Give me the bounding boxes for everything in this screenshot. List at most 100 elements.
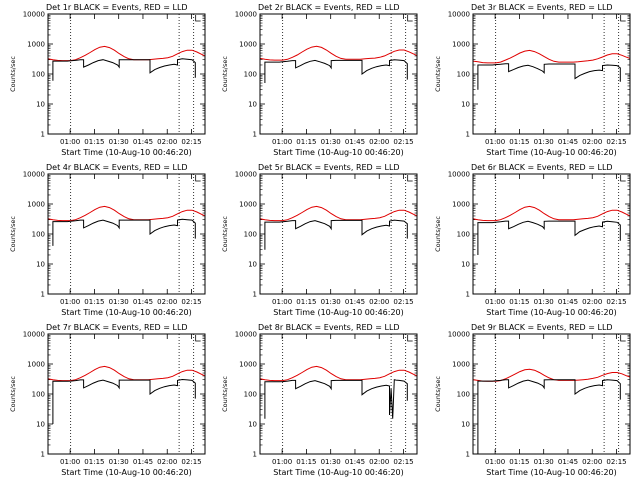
x-tick-label: 02:00	[369, 138, 389, 146]
y-tick-label: 10	[36, 261, 45, 269]
plot-frame	[47, 333, 206, 455]
series-line-events	[477, 379, 621, 454]
x-tick-label: 02:15	[181, 298, 201, 306]
panel-det-2: Det 2r BLACK = Events, RED = LLD Counts/s…	[221, 3, 418, 157]
series-line-events	[264, 59, 408, 83]
x-tick-label: 01:15	[296, 298, 316, 306]
panel-title: Det 8r BLACK = Events, RED = LLD	[258, 323, 400, 332]
plot-frame	[259, 13, 418, 135]
x-axis-label: Start Time (10-Aug-10 00:46:20)	[486, 308, 617, 317]
panel-title: Det 4r BLACK = Events, RED = LLD	[46, 163, 188, 172]
y-tick-label: 100	[32, 71, 45, 79]
panel-det-6: Det 6r BLACK = Events, RED = LLD Counts/s…	[434, 163, 631, 317]
panel-det-5: Det 5r BLACK = Events, RED = LLD Counts/s…	[221, 163, 418, 317]
x-axis-label: Start Time (10-Aug-10 00:46:20)	[61, 148, 192, 157]
panel-title: Det 6r BLACK = Events, RED = LLD	[471, 163, 613, 172]
y-tick-label: 1	[253, 291, 257, 299]
x-tick-label: 02:15	[393, 138, 413, 146]
y-axis-label: Counts/sec	[9, 216, 17, 252]
x-tick-label: 01:15	[84, 298, 104, 306]
y-tick-label: 100	[244, 391, 257, 399]
y-tick-label: 10000	[235, 11, 257, 19]
panel-det-1: Det 1r BLACK = Events, RED = LLD Counts/s…	[9, 3, 206, 157]
series-line-lld	[259, 205, 418, 222]
series-line-lld	[47, 365, 206, 382]
y-tick-label: 10	[461, 101, 470, 109]
x-tick-label: 01:45	[133, 138, 153, 146]
x-tick-label: 01:15	[509, 138, 529, 146]
y-tick-label: 1	[41, 451, 45, 459]
panel-title: Det 9r BLACK = Events, RED = LLD	[471, 323, 613, 332]
x-axis-label: Start Time (10-Aug-10 00:46:20)	[61, 468, 192, 477]
x-tick-label: 01:15	[84, 458, 104, 466]
x-axis-label: Start Time (10-Aug-10 00:46:20)	[486, 468, 617, 477]
x-tick-label: 01:00	[60, 458, 80, 466]
x-tick-label: 01:45	[558, 298, 578, 306]
y-tick-label: 10	[461, 261, 470, 269]
x-tick-label: 01:30	[109, 458, 129, 466]
series-line-events	[264, 379, 408, 419]
series-line-events	[52, 58, 196, 81]
y-tick-label: 100	[32, 231, 45, 239]
plot-frame	[472, 333, 631, 455]
y-tick-label: 1	[466, 451, 470, 459]
panel-title: Det 7r BLACK = Events, RED = LLD	[46, 323, 188, 332]
x-tick-label: 01:15	[296, 458, 316, 466]
x-tick-label: 02:15	[606, 298, 626, 306]
bracket-marker	[195, 335, 201, 342]
x-tick-label: 01:30	[534, 458, 554, 466]
bracket-marker	[195, 175, 201, 182]
x-tick-label: 02:15	[393, 298, 413, 306]
x-tick-label: 01:30	[321, 298, 341, 306]
plot-frame	[259, 333, 418, 455]
y-tick-label: 10	[36, 421, 45, 429]
x-tick-label: 02:00	[157, 138, 177, 146]
y-tick-label: 10	[248, 101, 257, 109]
y-tick-label: 10000	[23, 331, 45, 339]
x-tick-label: 01:00	[60, 298, 80, 306]
y-tick-label: 100	[244, 71, 257, 79]
series-line-lld	[259, 45, 418, 61]
y-tick-label: 100	[244, 231, 257, 239]
y-tick-label: 10	[248, 421, 257, 429]
x-tick-label: 01:30	[534, 138, 554, 146]
x-tick-label: 02:15	[181, 138, 201, 146]
x-tick-label: 02:15	[606, 138, 626, 146]
bracket-marker	[407, 175, 413, 182]
x-tick-label: 01:45	[345, 138, 365, 146]
y-tick-label: 100	[457, 231, 470, 239]
y-tick-label: 10000	[235, 331, 257, 339]
y-axis-label: Counts/sec	[434, 216, 442, 252]
series-line-lld	[259, 365, 418, 382]
x-tick-label: 02:00	[582, 138, 602, 146]
plot-frame	[47, 13, 206, 135]
y-axis-label: Counts/sec	[434, 376, 442, 412]
x-tick-label: 02:15	[606, 458, 626, 466]
panel-det-3: Det 3r BLACK = Events, RED = LLD Counts/s…	[434, 3, 631, 157]
plot-frame	[259, 173, 418, 295]
y-tick-label: 100	[457, 391, 470, 399]
panel-det-9: Det 9r BLACK = Events, RED = LLD Counts/s…	[434, 323, 631, 477]
x-tick-label: 01:45	[345, 458, 365, 466]
y-tick-label: 1000	[27, 201, 45, 209]
x-tick-label: 01:00	[485, 138, 505, 146]
x-tick-label: 02:15	[393, 458, 413, 466]
y-tick-label: 1	[466, 131, 470, 139]
x-tick-label: 02:00	[582, 298, 602, 306]
x-tick-label: 01:15	[509, 458, 529, 466]
y-axis-label: Counts/sec	[9, 56, 17, 92]
panel-det-4: Det 4r BLACK = Events, RED = LLD Counts/s…	[9, 163, 206, 317]
plot-frame	[47, 173, 206, 295]
y-tick-label: 10	[461, 421, 470, 429]
x-tick-label: 01:45	[133, 298, 153, 306]
plot-frame	[472, 173, 631, 295]
series-line-lld	[472, 205, 631, 222]
x-tick-label: 01:30	[321, 458, 341, 466]
plot-frame	[472, 13, 631, 135]
bracket-marker	[620, 175, 626, 182]
x-tick-label: 01:15	[84, 138, 104, 146]
series-line-events	[52, 218, 196, 246]
x-tick-label: 02:00	[369, 458, 389, 466]
x-tick-label: 01:30	[109, 138, 129, 146]
y-tick-label: 1000	[27, 361, 45, 369]
